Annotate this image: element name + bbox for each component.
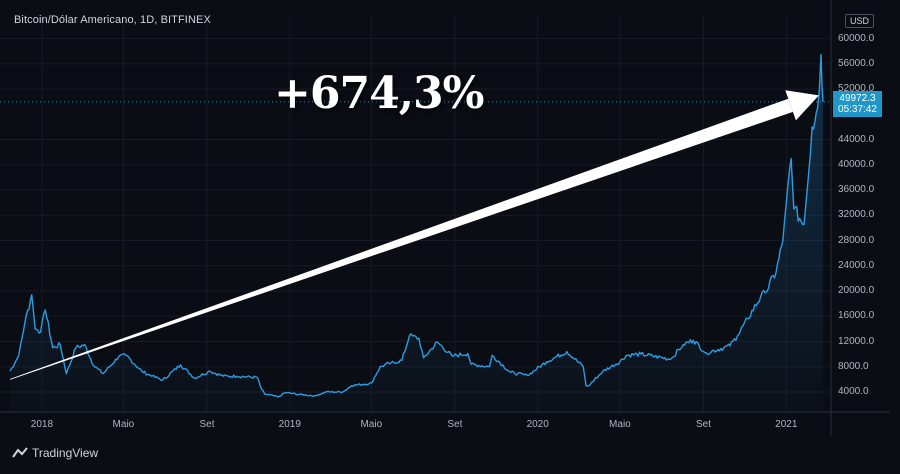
y-tick-label: 60000.0 <box>838 32 875 44</box>
y-tick-label: 40000.0 <box>838 158 875 170</box>
price-area <box>10 54 823 413</box>
y-tick-label: 4000.0 <box>838 386 869 397</box>
y-tick-label: 36000.0 <box>838 184 875 195</box>
y-tick-label: 12000.0 <box>838 335 875 347</box>
x-tick-label: 2019 <box>278 419 301 430</box>
x-tick-label: Set <box>447 419 463 430</box>
y-tick-label: 20000.0 <box>838 285 875 296</box>
x-tick-label: Maio <box>609 419 631 430</box>
tradingview-logo-icon <box>12 447 28 458</box>
x-tick-label: 2020 <box>526 419 549 430</box>
y-tick-label: 44000.0 <box>838 133 875 145</box>
trend-arrow-shaft <box>9 98 793 380</box>
y-tick-label: 28000.0 <box>838 234 875 246</box>
percent-gain-annotation: +674,3% <box>274 68 484 119</box>
trend-arrow <box>9 90 819 380</box>
price-line <box>9 53 824 398</box>
y-tick-label: 24000.0 <box>838 259 875 271</box>
brand-name: TradingView <box>32 446 99 460</box>
trend-arrow-head <box>785 90 819 121</box>
y-tick-label: 56000.0 <box>838 57 875 69</box>
x-tick-label: Set <box>695 419 712 430</box>
y-tick-label: 16000.0 <box>838 310 875 322</box>
y-tick-label: 8000.0 <box>838 360 869 372</box>
currency-badge[interactable]: USD <box>845 14 875 28</box>
x-tick-label: Maio <box>112 419 135 430</box>
x-tick-label: Maio <box>360 419 383 430</box>
current-price-value: 49972.3 <box>839 93 876 104</box>
x-tick-label: 2018 <box>30 419 54 430</box>
y-tick-label: 32000.0 <box>838 209 875 221</box>
x-tick-label: 2021 <box>775 419 798 430</box>
y-tick-label: 52000.0 <box>838 83 875 95</box>
current-price-tag: 49972.3 05:37:42 <box>833 91 882 117</box>
symbol-title[interactable]: Bitcoin/Dólar Americano, 1D, BITFINEX <box>14 14 211 26</box>
bar-countdown: 05:37:42 <box>838 104 877 115</box>
tradingview-brand[interactable]: TradingView <box>12 444 98 462</box>
x-tick-label: Set <box>199 419 215 430</box>
